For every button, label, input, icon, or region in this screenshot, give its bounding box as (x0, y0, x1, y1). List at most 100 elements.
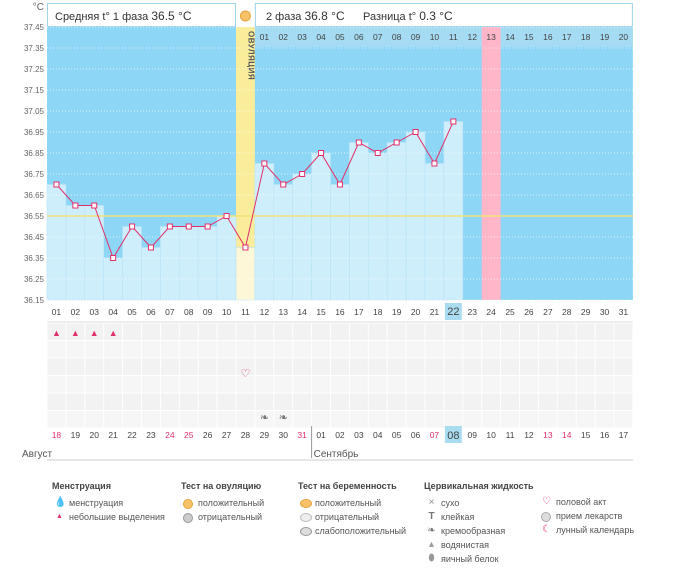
legend-label: водянистая (441, 540, 490, 550)
symptom-cell (406, 393, 425, 410)
symptom-cell (123, 341, 141, 358)
negative-test-icon (183, 513, 193, 523)
calendar-date: 03 (354, 430, 364, 440)
legend-other: ♡ половой акт прием лекарств ☾ лунный кале… (539, 495, 634, 537)
symptom-cell (349, 323, 368, 340)
temperature-bar (46, 184, 67, 301)
pregnancy-negative-icon (300, 513, 312, 522)
symptom-cell (331, 376, 349, 393)
temperature-bar (386, 142, 407, 301)
month-label: Сентябрь (314, 448, 359, 460)
symptom-cell (66, 341, 85, 358)
symptom-cell (85, 411, 104, 428)
symptom-cell (142, 393, 160, 410)
symptom-cell (236, 323, 255, 340)
legend-label: положительный (315, 498, 382, 508)
y-tick-label: 36.85 (24, 149, 45, 158)
symptom-cell (255, 358, 274, 375)
phase2-day-number: 09 (411, 32, 421, 42)
symptom-cell (123, 358, 141, 375)
symptom-cell (368, 358, 387, 375)
symptom-cell (387, 376, 406, 393)
heart-icon: ♡ (542, 496, 551, 507)
symptom-cell (66, 376, 85, 393)
symptom-cell (444, 323, 463, 340)
symptom-cell (331, 341, 349, 358)
cycle-day-label: 16 (335, 307, 345, 317)
y-tick-label: 37.35 (24, 44, 45, 53)
symptom-cell (123, 323, 141, 340)
cycle-day-label: 20 (411, 307, 421, 317)
calendar-date: 20 (90, 430, 100, 440)
symptom-cell (274, 323, 293, 340)
cycle-day-label: 10 (222, 307, 232, 317)
calendar-date: 29 (260, 430, 270, 440)
cycle-day-label: 15 (316, 307, 326, 317)
legend-label: яичный белок (441, 554, 499, 564)
symptom-cell (463, 358, 482, 375)
symptom-cell (387, 358, 406, 375)
symptom-cell (557, 376, 576, 393)
symptom-cell (47, 376, 66, 393)
temperature-point (242, 244, 249, 251)
symptom-cell (538, 341, 557, 358)
current-day-highlight (444, 303, 462, 320)
phase2-day-number: 19 (600, 32, 610, 42)
symptom-cell (406, 376, 425, 393)
symptom-cell (104, 323, 123, 340)
temperature-point (53, 181, 60, 188)
heart-icon: ♡ (241, 368, 251, 380)
calendar-date: 05 (392, 430, 402, 440)
symptom-cell (293, 323, 312, 340)
temperature-point (431, 160, 438, 167)
symptom-cell (160, 376, 179, 393)
symptom-cell (142, 376, 160, 393)
calendar-date: 09 (468, 430, 478, 440)
temperature-point (72, 202, 79, 209)
cycle-day-label: 07 (165, 307, 175, 317)
symptom-cell (614, 341, 633, 358)
y-tick-label: 36.35 (24, 254, 45, 263)
calendar-date: 11 (506, 430, 515, 440)
legend-item: отрицательный (298, 510, 406, 524)
symptom-cell (463, 393, 482, 410)
symptom-cell (198, 376, 217, 393)
calendar-date: 16 (600, 430, 610, 440)
pregnancy-positive-icon (300, 499, 312, 508)
symptom-cell (293, 411, 312, 428)
calendar-date: 27 (222, 430, 232, 440)
symptom-cell (463, 376, 482, 393)
legend-label: отрицательный (198, 512, 263, 522)
menstruation-drop-icon: 💧 (54, 497, 67, 508)
symptom-cell (104, 341, 123, 358)
cycle-day-label: 24 (486, 307, 496, 317)
symptom-cell (255, 376, 274, 393)
symptom-cell (274, 411, 293, 428)
legend-cervical-fluid-title: Цервикальная жидкость (424, 481, 534, 491)
symptom-cell (160, 323, 179, 340)
symptom-cell (160, 411, 179, 428)
phase2-day-number: 08 (392, 32, 402, 42)
phase2-day-number: 13 (486, 32, 496, 42)
symptom-cell (425, 411, 444, 428)
temperature-bar (273, 184, 293, 301)
phase2-day-number: 18 (581, 32, 591, 42)
symptom-cell (66, 411, 85, 428)
symptom-cell (66, 393, 85, 410)
symptom-cell (614, 376, 633, 393)
symptom-cell (236, 376, 255, 393)
symptom-cell (255, 411, 274, 428)
phase2-day-number: 04 (316, 32, 326, 42)
symptom-cell (47, 393, 66, 410)
y-tick-label: 36.15 (24, 296, 45, 305)
phase2-average-value: 36.8 °C (304, 9, 345, 23)
legend-item: 💧 менструация (52, 496, 165, 510)
symptom-cell (123, 393, 141, 410)
symptom-cell (368, 411, 387, 428)
temperature-bar (349, 142, 369, 301)
symptom-cell (66, 358, 85, 375)
calendar-date: 14 (562, 430, 572, 440)
menstruation-drop-icon: ▲ (71, 328, 80, 338)
symptom-cell (614, 358, 633, 375)
cycle-day-label: 13 (279, 307, 289, 317)
